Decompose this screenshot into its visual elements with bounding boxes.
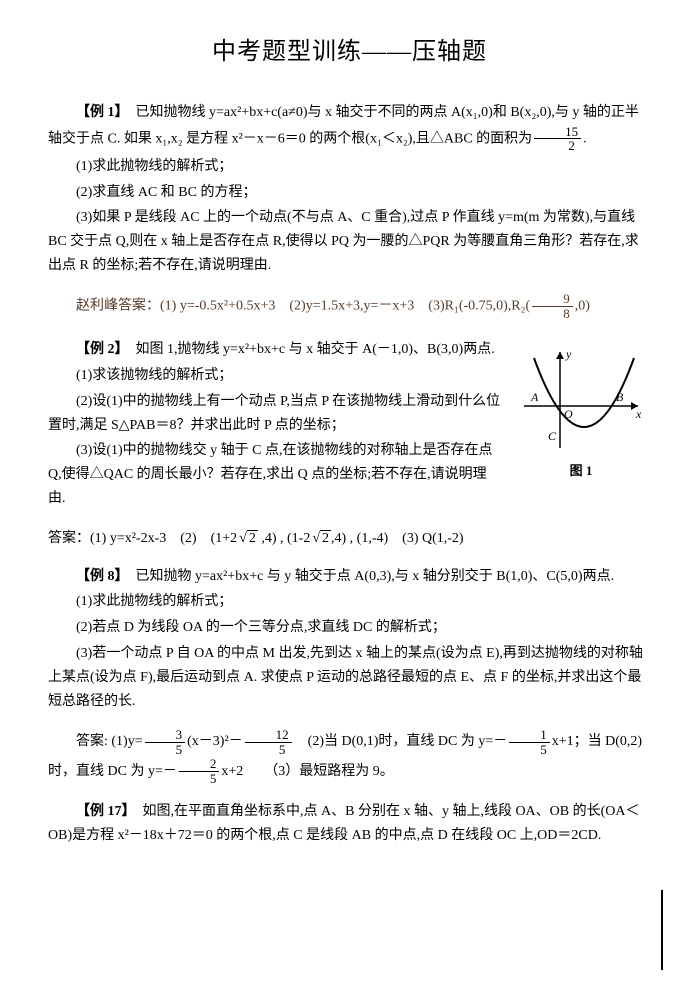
answer-2: 答案：(1) y=x²-2x-3 (2) (1+2√2 ,4) , (1-2√2… [48, 527, 651, 551]
ans8-prefix: 答案: [76, 734, 111, 749]
ex8-q2: (2)若点 D 为线段 OA 的一个三等分点,求直线 DC 的解析式； [48, 616, 651, 640]
ex2-body1: 如图 1,抛物线 y=x²+bx+c 与 x 轴交于 A(－1,0)、B(3,0… [136, 342, 495, 357]
svg-text:B: B [616, 390, 624, 404]
ans8-frac4: 25 [179, 757, 220, 785]
ans1-p3-end: ,0) [575, 298, 590, 313]
ans8-p1b: (x－3)²－ [187, 734, 243, 749]
ans1-p2: (2)y=1.5x+3,y=－x+3 [289, 298, 414, 313]
parabola-graph-icon: y x A B C O [516, 346, 646, 456]
ex1-q3: (3)如果 P 是线段 AC 上的一个动点(不与点 A、C 重合),过点 P 作… [48, 206, 651, 277]
ans2-p2: (2) (1+2 [180, 531, 237, 546]
ex8-body: 【例 8】 已知抛物 y=ax²+bx+c 与 y 轴交于点 A(0,3),与 … [48, 565, 651, 589]
page-right-border [661, 890, 663, 970]
ex8-heading: 【例 8】 [76, 569, 122, 584]
ans1-p1: (1) y=-0.5x²+0.5x+3 [160, 298, 275, 313]
ans2-prefix: 答案： [48, 531, 90, 546]
ex2-q1: (1)求该抛物线的解析式； [48, 364, 501, 388]
ex2-q3: (3)设(1)中的抛物线交 y 轴于 C 点,在该抛物线的对称轴上是否存在点 Q… [48, 439, 501, 510]
ans1-p3: (3)R₁(-0.75,0),R₂( [428, 298, 530, 313]
svg-text:A: A [530, 390, 539, 404]
ex1-q1: (1)求此抛物线的解析式； [48, 155, 651, 179]
ex1-body1-end: . [583, 131, 587, 146]
svg-text:O: O [564, 407, 573, 421]
sqrt-icon: √2 [310, 527, 331, 551]
ex2-body: 【例 2】 如图 1,抛物线 y=x²+bx+c 与 x 轴交于 A(－1,0)… [48, 338, 501, 362]
ans8-frac3: 15 [509, 728, 550, 756]
figure-1-caption: 图 1 [511, 460, 651, 482]
figure-1: y x A B C O 图 1 [511, 346, 651, 482]
answer-1: 赵利峰答案：(1) y=-0.5x²+0.5x+3 (2)y=1.5x+3,y=… [48, 292, 651, 320]
ex1-body: 【例 1】 已知抛物线 y=ax²+bx+c(a≠0)与 x 轴交于不同的两点 … [48, 101, 651, 153]
ex8-q1: (1)求此抛物线的解析式； [48, 590, 651, 614]
ex8-q3: (3)若一个动点 P 自 OA 的中点 M 出发,先到达 x 轴上的某点(设为点… [48, 642, 651, 713]
svg-text:C: C [548, 429, 557, 443]
ex1-heading: 【例 1】 [76, 105, 122, 120]
ans1-prefix: 赵利峰答案： [76, 298, 160, 313]
ans2-p2b: ,4) , (1-2 [258, 531, 311, 546]
ans8-frac1: 35 [145, 728, 186, 756]
ans2-p3: (3) Q(1,-2) [402, 531, 463, 546]
sqrt-icon: √2 [237, 527, 258, 551]
ans8-frac2: 125 [245, 728, 292, 756]
ans8-p2c: x+2 （3）最短路程为 9。 [221, 764, 393, 779]
page-title: 中考题型训练——压轴题 [48, 32, 651, 73]
ex8-body1: 已知抛物 y=ax²+bx+c 与 y 轴交于点 A(0,3),与 x 轴分别交… [136, 569, 615, 584]
ex1-frac: 152 [534, 125, 581, 153]
answer-8: 答案: (1)y=35(x－3)²－125 (2)当 D(0,1)时，直线 DC… [48, 727, 651, 786]
ex17-body1: 如图,在平面直角坐标系中,点 A、B 分别在 x 轴、y 轴上,线段 OA、OB… [48, 804, 640, 843]
svg-text:y: y [565, 347, 572, 361]
ans2-p2c: ,4) , (1,-4) [331, 531, 388, 546]
example-2: 【例 2】 如图 1,抛物线 y=x²+bx+c 与 x 轴交于 A(－1,0)… [48, 338, 651, 511]
ans1-frac: 98 [532, 292, 573, 320]
svg-text:x: x [635, 407, 642, 421]
example-1: 【例 1】 已知抛物线 y=ax²+bx+c(a≠0)与 x 轴交于不同的两点 … [48, 101, 651, 278]
ex17-body: 【例 17】 如图,在平面直角坐标系中,点 A、B 分别在 x 轴、y 轴上,线… [48, 800, 651, 848]
example-17: 【例 17】 如图,在平面直角坐标系中,点 A、B 分别在 x 轴、y 轴上,线… [48, 800, 651, 848]
ex1-q2: (2)求直线 AC 和 BC 的方程； [48, 181, 651, 205]
ex2-q2: (2)设(1)中的抛物线上有一个动点 P,当点 P 在该抛物线上滑动到什么位置时… [48, 390, 501, 438]
ans8-p2a: (2)当 D(0,1)时，直线 DC 为 y=－ [294, 734, 508, 749]
ans2-p1: (1) y=x²-2x-3 [90, 531, 166, 546]
ex2-heading: 【例 2】 [76, 342, 122, 357]
ex17-heading: 【例 17】 [76, 804, 129, 819]
ans8-p1a: (1)y= [111, 734, 142, 749]
example-8: 【例 8】 已知抛物 y=ax²+bx+c 与 y 轴交于点 A(0,3),与 … [48, 565, 651, 714]
